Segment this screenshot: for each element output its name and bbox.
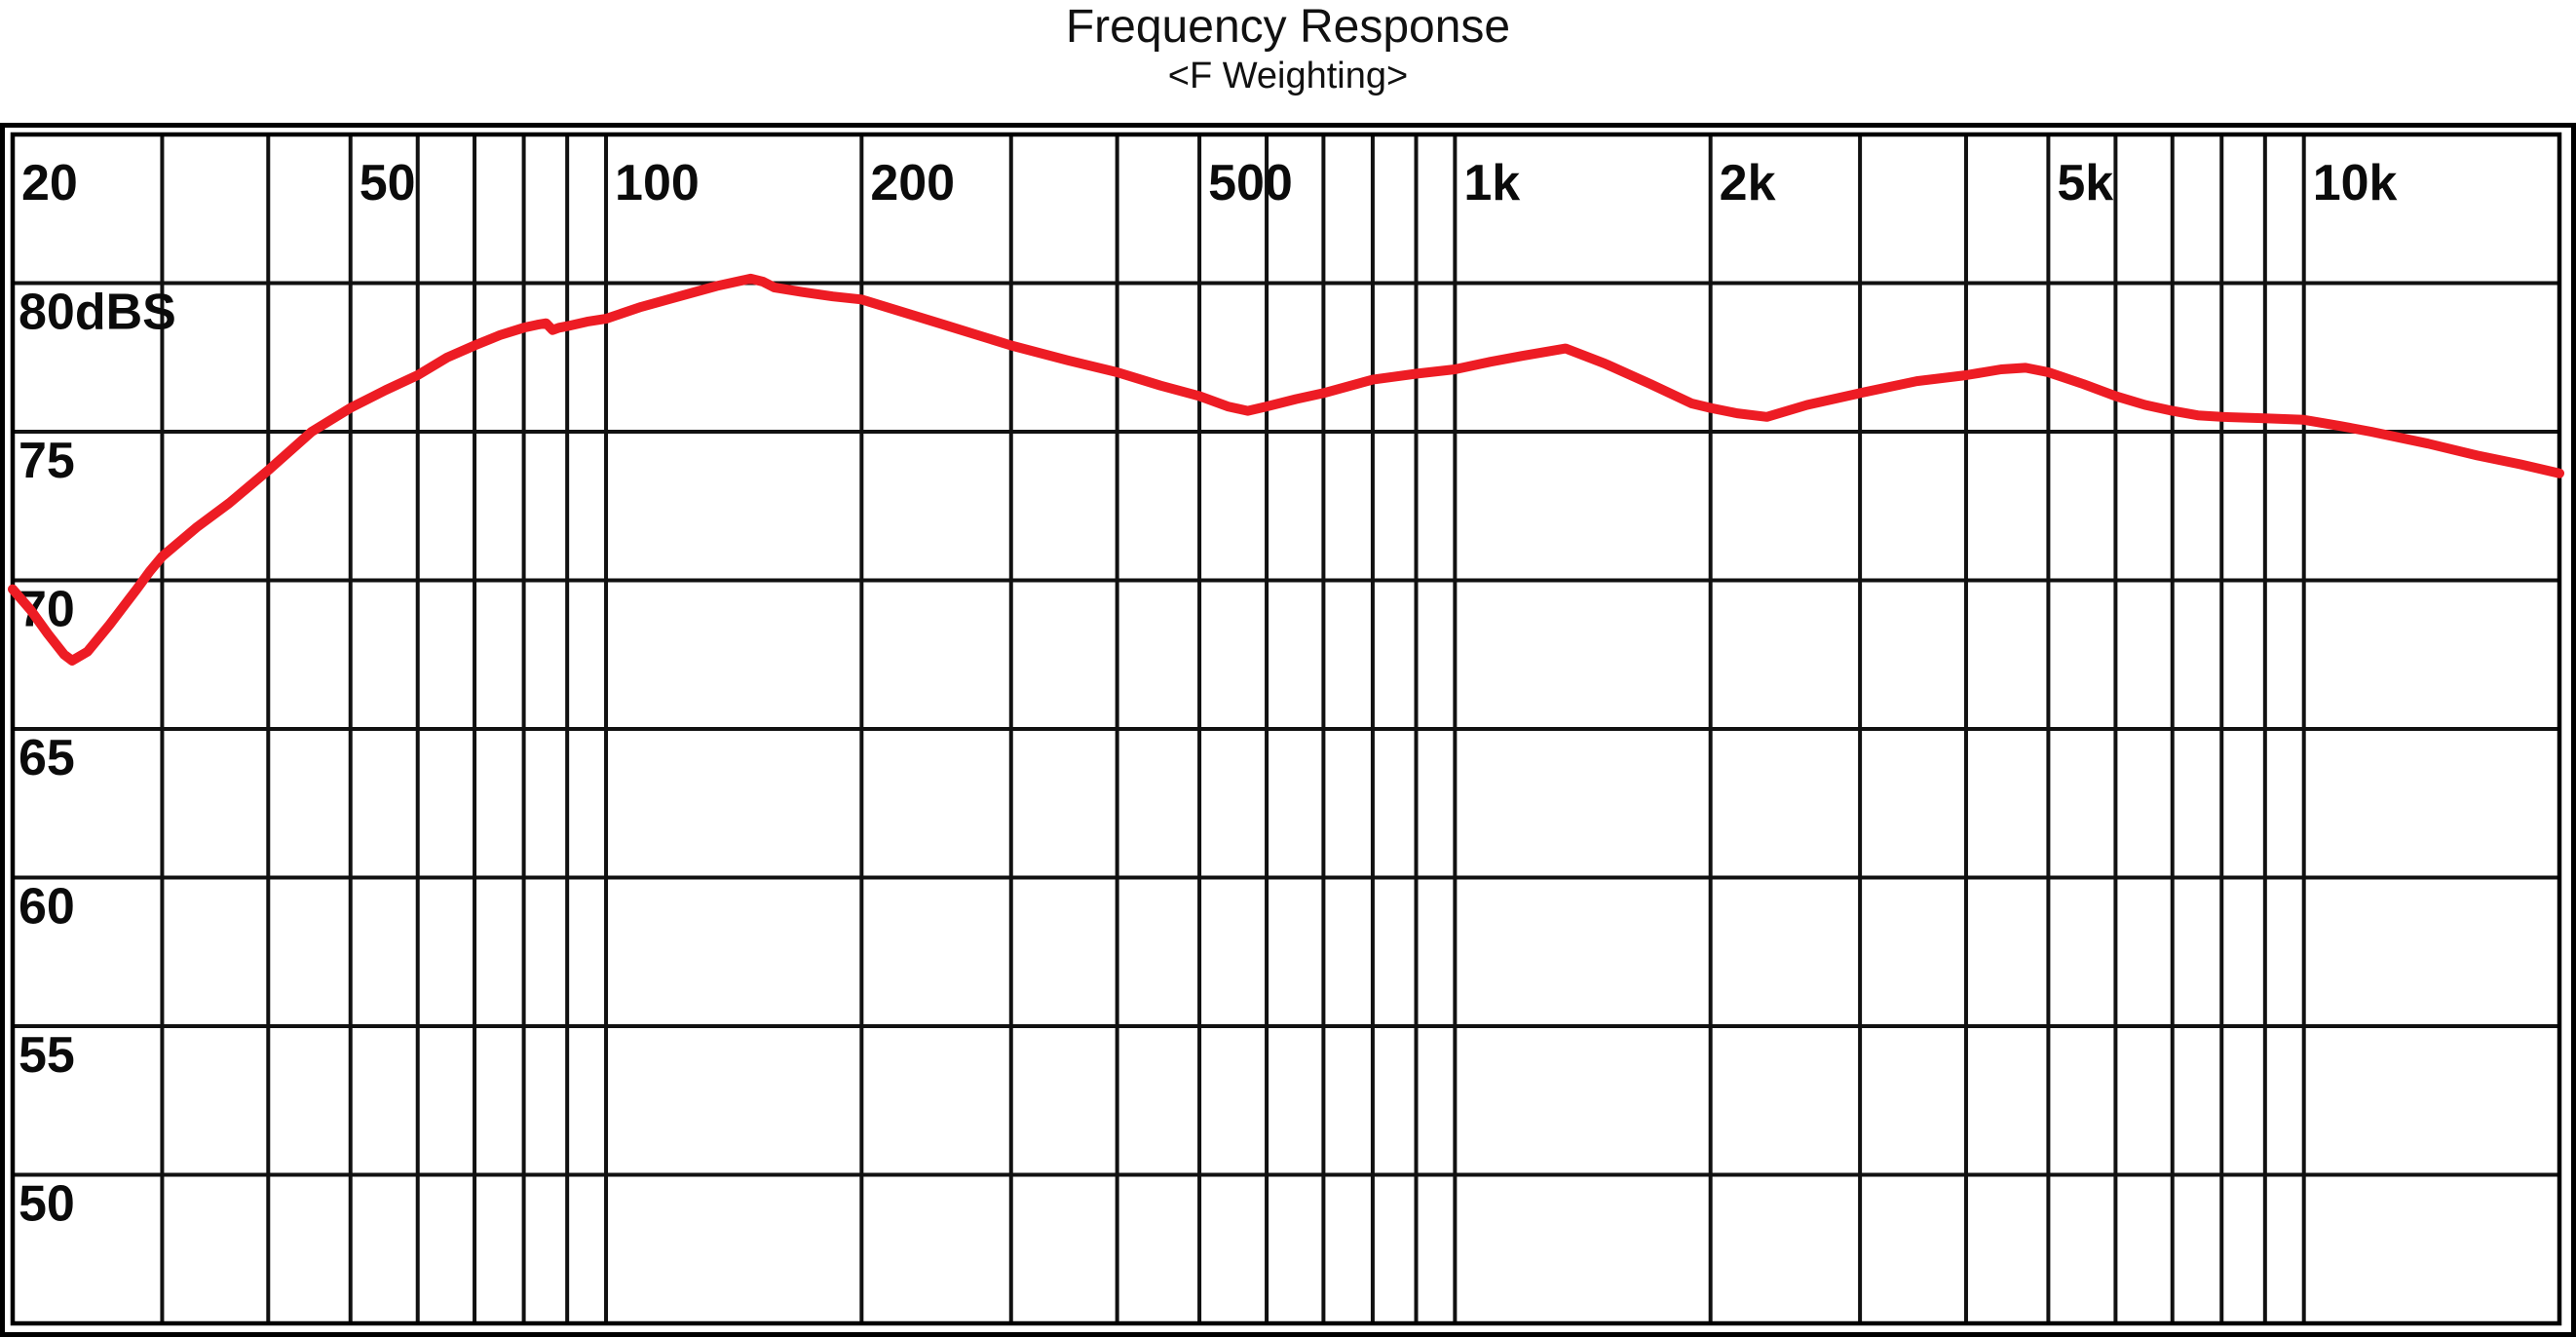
y-tick-label-75: 75 bbox=[19, 433, 75, 489]
chart-subtitle: <F Weighting> bbox=[1167, 56, 1409, 96]
x-tick-label-1k: 1k bbox=[1463, 155, 1520, 211]
y-tick-label-50: 50 bbox=[19, 1176, 75, 1233]
plot-border bbox=[10, 132, 2562, 1326]
x-tick-label-10k: 10k bbox=[2313, 155, 2398, 211]
x-tick-label-100: 100 bbox=[615, 155, 700, 211]
x-tick-label-20: 20 bbox=[21, 155, 78, 211]
x-tick-label-5k: 5k bbox=[2057, 155, 2113, 211]
chart-title: Frequency Response bbox=[1065, 1, 1511, 53]
x-tick-label-200: 200 bbox=[870, 155, 955, 211]
y-tick-label-80dBS: 80dBS bbox=[19, 285, 176, 341]
chart-outer-frame bbox=[0, 123, 2576, 1337]
x-tick-label-500: 500 bbox=[1208, 155, 1293, 211]
x-tick-label-2k: 2k bbox=[1720, 155, 1776, 211]
chart-header: Frequency Response <F Weighting> bbox=[0, 0, 2576, 97]
y-tick-label-55: 55 bbox=[19, 1027, 75, 1084]
y-tick-label-65: 65 bbox=[19, 730, 75, 786]
response-curve bbox=[8, 273, 2564, 666]
y-tick-label-60: 60 bbox=[19, 879, 75, 936]
x-tick-label-50: 50 bbox=[360, 155, 416, 211]
